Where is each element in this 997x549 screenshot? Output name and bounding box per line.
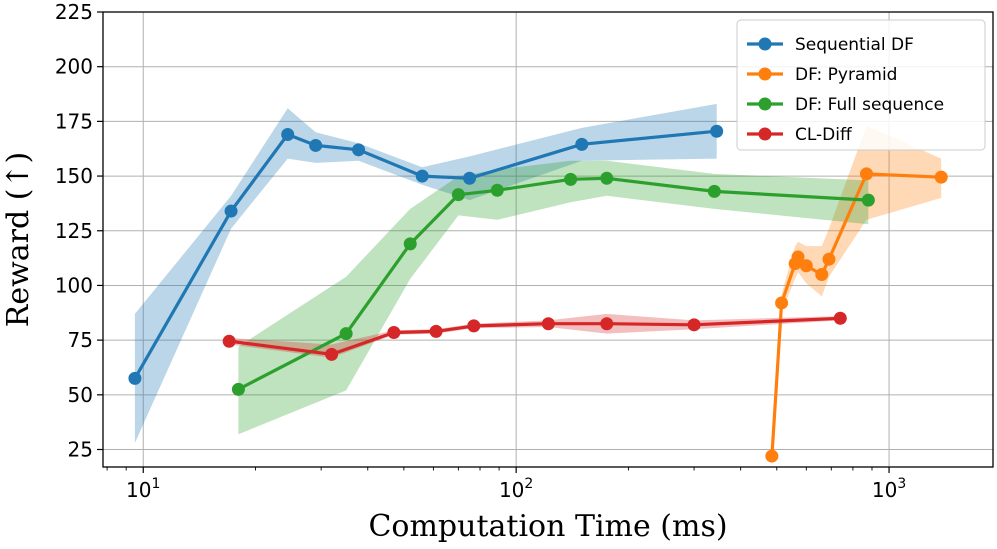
data-point: [600, 317, 614, 331]
data-point: [687, 318, 701, 332]
legend-label: Sequential DF: [795, 35, 914, 55]
legend: Sequential DF DF: Pyramid DF: Full sequenc…: [736, 19, 986, 151]
data-point: [281, 128, 295, 141]
x-tick-label: 101: [126, 476, 160, 502]
x-tick-label: 102: [499, 476, 533, 502]
data-point: [707, 184, 721, 198]
data-point: [339, 327, 353, 341]
data-point: [224, 204, 238, 218]
legend-swatch-marker: [758, 37, 772, 51]
y-tick-label: 25: [68, 438, 93, 462]
data-point: [463, 171, 477, 185]
y-tick-label: 100: [55, 273, 93, 297]
legend-label: DF: Full sequence: [795, 95, 944, 115]
series-points: [128, 124, 948, 463]
data-point: [403, 237, 417, 251]
data-point: [600, 171, 614, 185]
legend-label: DF: Pyramid: [795, 65, 897, 85]
data-point: [765, 449, 779, 463]
data-point: [541, 317, 555, 331]
data-point: [222, 334, 236, 348]
data-point: [309, 138, 323, 152]
confidence-band: [771, 125, 942, 457]
legend-label: CL-Diff: [795, 125, 853, 145]
data-point: [775, 296, 789, 310]
data-point: [833, 311, 847, 325]
data-point: [799, 259, 813, 273]
data-point: [564, 172, 578, 186]
legend-swatch-marker: [758, 97, 772, 111]
data-point: [815, 268, 829, 281]
y-axis-title: Reward (↑): [1, 152, 36, 328]
legend-swatch-marker: [758, 67, 772, 81]
data-point: [490, 183, 504, 197]
data-point: [575, 137, 589, 151]
data-point: [934, 170, 948, 184]
confidence-band: [238, 160, 869, 435]
data-point: [352, 143, 366, 157]
data-point: [861, 193, 875, 207]
plot-frame: [102, 11, 994, 468]
confidence-band: [134, 103, 717, 443]
y-tick-label: 150: [55, 164, 93, 188]
x-tick-label: 103: [872, 476, 906, 502]
data-point: [791, 250, 805, 264]
y-tick-label: 225: [55, 0, 93, 24]
data-point: [467, 319, 481, 333]
legend-swatch-marker: [758, 127, 772, 141]
data-point: [128, 371, 142, 385]
data-point: [231, 382, 245, 396]
legend-box: [736, 19, 986, 151]
data-point: [822, 252, 836, 266]
y-tick-label: 175: [55, 109, 93, 133]
data-point: [710, 124, 724, 138]
data-point: [859, 167, 873, 181]
data-point: [387, 325, 401, 339]
data-point: [451, 188, 465, 202]
x-axis-title: Computation Time (ms): [368, 509, 727, 544]
y-tick-label: 50: [68, 383, 93, 407]
y-tick-label: 125: [55, 219, 93, 243]
data-point: [325, 347, 339, 361]
data-point: [429, 324, 443, 338]
data-point: [415, 169, 429, 183]
y-tick-label: 200: [55, 55, 93, 79]
y-tick-label: 75: [68, 328, 93, 352]
